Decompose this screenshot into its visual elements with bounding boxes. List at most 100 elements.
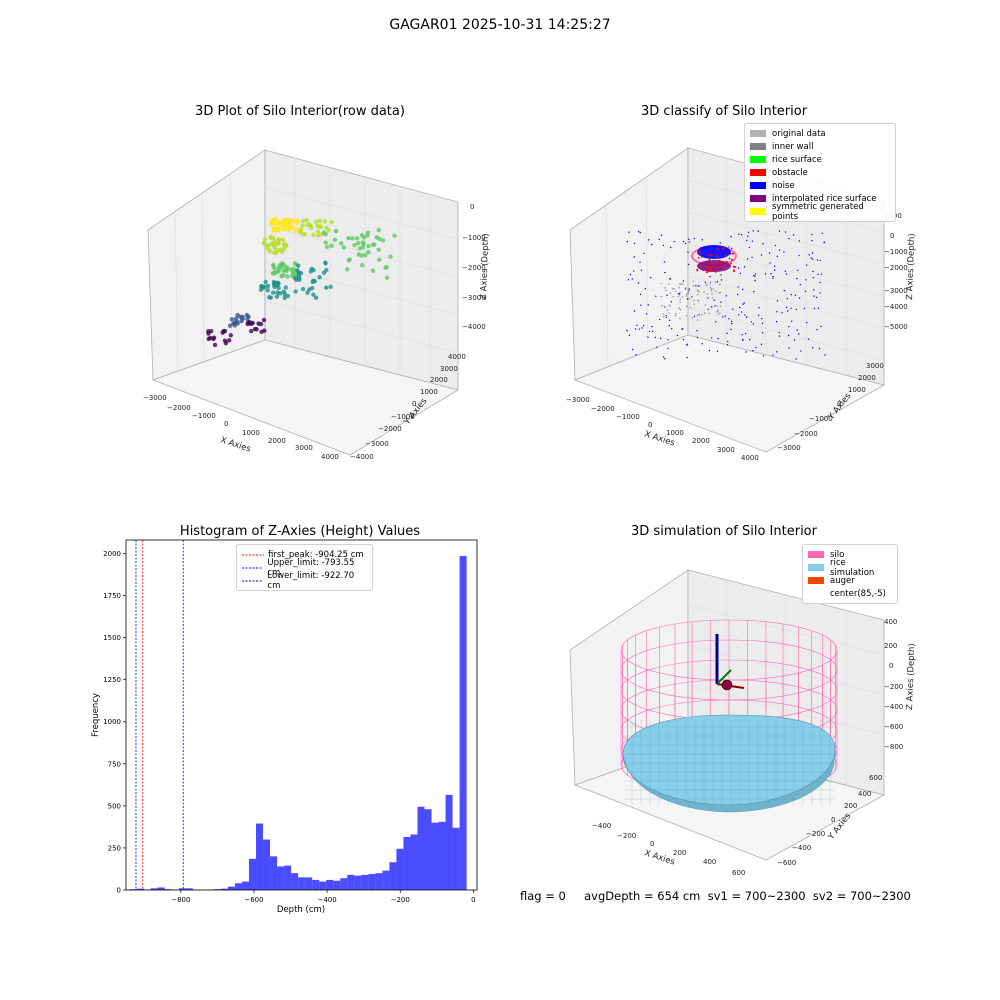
- histogram-bar: [312, 879, 320, 890]
- x-tick: 2000: [268, 437, 286, 445]
- obstacle-point: [716, 247, 719, 250]
- original-point: [712, 288, 715, 290]
- noise-point: [776, 311, 778, 313]
- noise-point: [701, 343, 703, 345]
- scatter-point: [313, 295, 319, 300]
- noise-point: [629, 273, 632, 276]
- simulation-plot-title: 3D simulation of Silo Interior: [631, 524, 817, 539]
- noise-point: [687, 263, 690, 266]
- noise-point: [676, 334, 679, 337]
- legend-label: interpolated rice surface: [772, 193, 877, 204]
- noise-point: [807, 338, 810, 340]
- noise-point: [666, 294, 668, 296]
- obstacle-point: [721, 266, 724, 269]
- obstacle-point: [702, 269, 705, 272]
- scatter-point: [282, 295, 287, 301]
- noise-point: [806, 264, 808, 266]
- x-tick: −3000: [143, 394, 167, 402]
- histogram-bar: [220, 888, 228, 890]
- noise-point: [644, 287, 647, 290]
- legend-swatch: [808, 590, 824, 597]
- y-tick: −3000: [777, 444, 801, 452]
- original-point: [719, 312, 721, 315]
- interpolated-surface: [697, 260, 731, 272]
- histogram-bar: [333, 880, 341, 890]
- histogram-bar: [277, 866, 285, 890]
- noise-point: [662, 244, 665, 247]
- original-point: [692, 280, 695, 282]
- noise-point: [812, 276, 815, 279]
- obstacle-point: [705, 271, 708, 274]
- histogram-bar: [270, 856, 278, 890]
- obstacle-point: [715, 253, 718, 256]
- noise-point: [751, 256, 753, 259]
- figure-title: GAGAR01 2025-10-31 14:25:27: [389, 17, 611, 33]
- y-tick: 1000: [420, 388, 438, 396]
- noise-point: [633, 310, 636, 312]
- original-point: [671, 288, 674, 290]
- scatter-point: [283, 226, 289, 232]
- noise-point: [709, 275, 711, 278]
- noise-point: [688, 288, 690, 290]
- scatter-point: [356, 240, 361, 246]
- legend-label: inner wall: [772, 141, 814, 152]
- scatter-point: [352, 242, 357, 248]
- noise-point: [647, 336, 649, 338]
- noise-point: [752, 323, 755, 325]
- scatter-point: [376, 247, 381, 252]
- noise-point: [660, 234, 663, 237]
- x-tick: 3000: [295, 444, 313, 452]
- noise-point: [730, 328, 732, 331]
- scatter-point: [291, 266, 296, 271]
- histogram-bar: [354, 875, 362, 890]
- noise-point: [633, 270, 635, 272]
- scatter-point: [297, 270, 302, 276]
- noise-point: [696, 329, 698, 332]
- obstacle-point: [734, 266, 737, 269]
- scatter-point: [272, 246, 278, 251]
- y-tick: 400: [858, 790, 871, 798]
- scatter-point: [323, 240, 328, 245]
- scatter-point: [300, 286, 306, 292]
- noise-point: [716, 350, 719, 352]
- scatter-point: [324, 244, 330, 250]
- noise-point: [775, 320, 778, 323]
- x-tick: 3000: [717, 446, 735, 454]
- original-point: [688, 289, 690, 292]
- scatter-point: [206, 336, 211, 342]
- noise-point: [824, 354, 826, 356]
- scatter-point: [281, 222, 286, 227]
- scatter-point: [278, 265, 283, 270]
- simulation-3d-plot: −400 −200 0 200 400 600 −600 −400 −200 0…: [569, 569, 917, 877]
- original-point: [662, 315, 665, 318]
- noise-point: [669, 277, 671, 280]
- noise-point: [821, 232, 823, 235]
- y-tick-labels: −600 −400 −200 0 200 400 600: [777, 774, 882, 867]
- scatter-point: [318, 224, 324, 229]
- original-point: [666, 309, 669, 311]
- noise-point: [633, 256, 635, 258]
- x-tick-labels: −400 −200 0 200 400 600: [592, 822, 745, 877]
- scatter-point: [376, 227, 381, 233]
- original-point: [710, 288, 713, 290]
- scatter-point: [265, 288, 270, 293]
- original-point: [665, 289, 667, 292]
- y-tick: −200: [806, 830, 825, 838]
- noise-point: [728, 246, 730, 248]
- original-point: [703, 291, 705, 293]
- noise-point: [664, 306, 666, 308]
- noise-point: [691, 296, 693, 298]
- noise-point: [738, 314, 740, 316]
- scatter-point: [271, 279, 277, 285]
- original-point: [704, 304, 707, 306]
- noise-point: [640, 269, 643, 271]
- noise-point: [688, 238, 690, 240]
- scatter-point: [357, 246, 363, 251]
- obstacle-point: [732, 265, 735, 268]
- x-axis-label: X Axies: [219, 435, 252, 454]
- y-tick: 3000: [866, 362, 884, 370]
- z-tick: 400: [884, 618, 897, 626]
- histogram-bar: [284, 865, 292, 890]
- original-point: [696, 289, 699, 292]
- original-point: [718, 292, 720, 294]
